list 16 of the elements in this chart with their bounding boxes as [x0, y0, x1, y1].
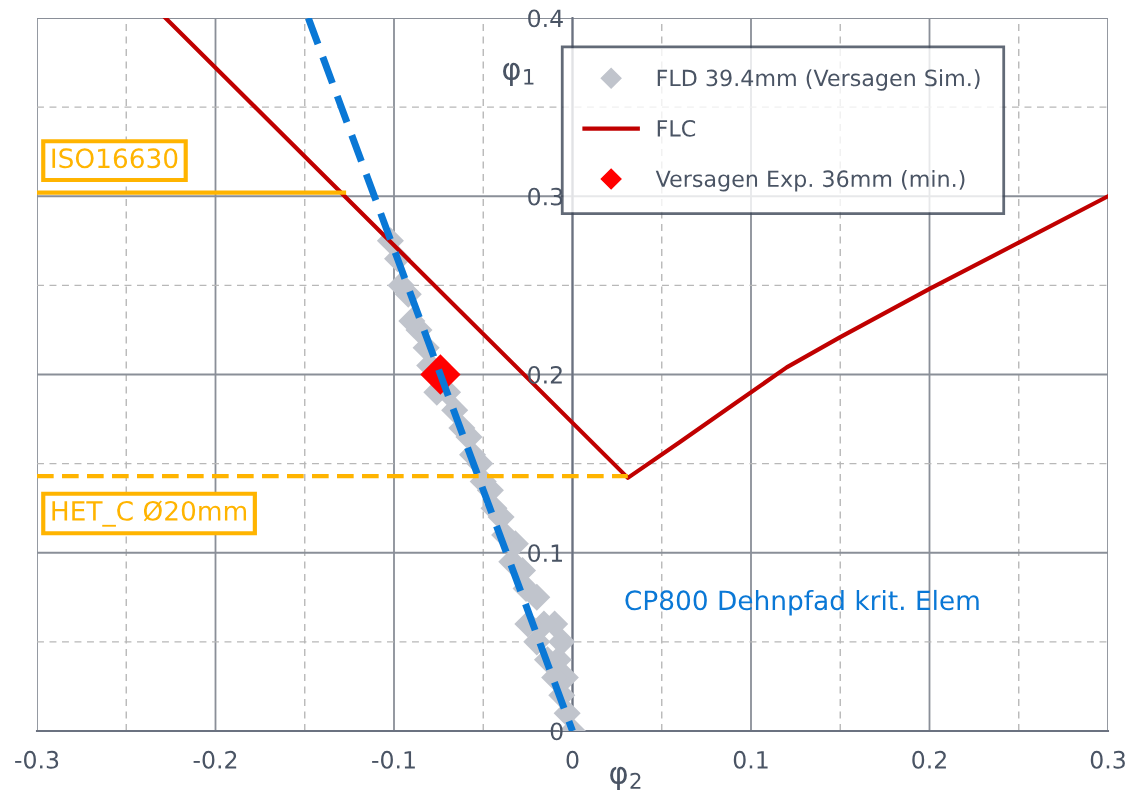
- x-tick-label: -0.1: [372, 750, 415, 769]
- point: [548, 628, 576, 656]
- legend-label: Versagen Exp. 36mm (min.): [655, 169, 965, 192]
- annotation: CP800 Dehnpfad krit. Elem: [625, 589, 979, 616]
- x-tick-label: -0.3: [15, 750, 59, 769]
- legend-label: FLC: [657, 119, 696, 137]
- x-tick-label: 0.1: [733, 750, 768, 769]
- x-axis-title: φ$_{2}$: [610, 766, 641, 790]
- legend-label: FLD 39.4mm (Versagen Sim.): [657, 69, 980, 91]
- x-tick-label: 0: [566, 750, 579, 769]
- y-axis-title: φ$_{1}$: [503, 62, 534, 86]
- x-tick-label: 0.2: [912, 750, 946, 769]
- annotation: HET_C Ø20mm: [52, 500, 247, 527]
- x-tick-label: 0.3: [1090, 750, 1125, 769]
- annotation: ISO16630: [52, 148, 178, 169]
- x-tick-label: -0.2: [193, 750, 237, 769]
